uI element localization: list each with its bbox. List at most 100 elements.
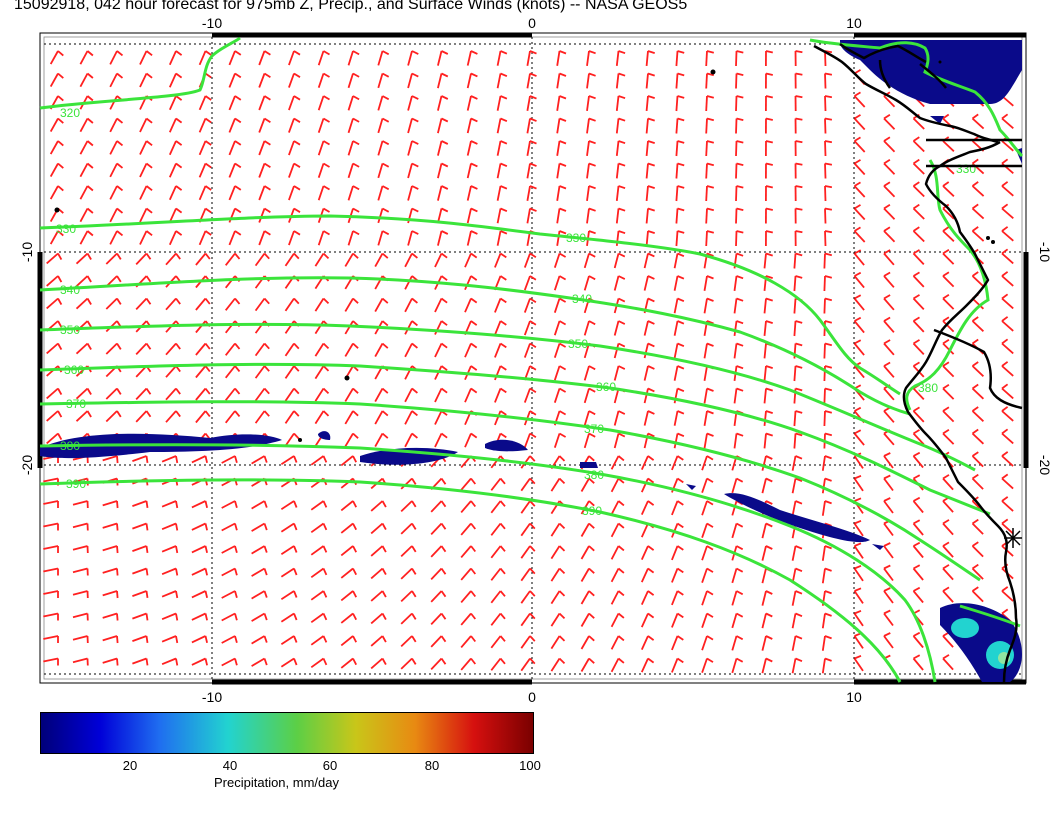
wind-barb-flag: [293, 252, 300, 260]
colorbar-tick-label: 60: [322, 758, 338, 773]
wind-barb: [610, 455, 620, 470]
wind-barb: [526, 185, 531, 201]
wind-barb: [139, 140, 148, 155]
wind-barb-flag: [116, 523, 119, 531]
wind-barb-flag: [765, 590, 773, 595]
wind-barb: [883, 432, 895, 446]
wind-barb: [254, 365, 266, 379]
wind-barb-flag: [352, 230, 360, 236]
wind-barb: [251, 522, 265, 532]
wind-barb-flag: [500, 50, 508, 55]
wind-barb-flag: [795, 410, 803, 414]
wind-barb: [586, 185, 590, 202]
wind-barb-flag: [234, 387, 241, 395]
wind-barb-flag: [529, 72, 537, 77]
contour-label: 370: [66, 397, 86, 411]
wind-barb: [490, 657, 502, 671]
wind-barb: [314, 388, 325, 402]
wind-barb: [883, 410, 895, 423]
wind-barb: [701, 455, 708, 471]
wind-barb-flag: [529, 410, 537, 416]
axis-labels: -10 0 10 -10 0 10 -10 -20 -10 -20: [19, 15, 1053, 705]
wind-barb-flag: [883, 181, 891, 187]
wind-barb: [105, 252, 118, 265]
wind-barb: [105, 297, 118, 310]
wind-barb-flag: [559, 72, 567, 77]
wind-barb-flag: [677, 95, 685, 99]
wind-barb-flag: [647, 477, 655, 484]
wind-barb-flag: [323, 207, 330, 213]
precip-area: [872, 544, 884, 550]
wind-barb: [703, 298, 708, 314]
wind-barb: [791, 590, 797, 606]
wind-barb: [407, 118, 413, 134]
wind-barb: [344, 433, 354, 447]
wind-barb: [460, 635, 472, 648]
wind-barb-flag: [293, 297, 300, 305]
contour-370: [39, 400, 981, 582]
wind-barb: [168, 118, 177, 133]
wind-barb-flag: [854, 497, 862, 502]
wind-barb: [377, 230, 384, 246]
wind-barb: [912, 432, 925, 446]
wind-barb-flag: [175, 613, 179, 621]
wind-barb-flag: [942, 248, 950, 255]
wind-barb-flag: [736, 657, 744, 663]
wind-barb-flag: [795, 275, 803, 279]
wind-barb-flag: [617, 477, 625, 484]
wind-barb-flag: [204, 72, 212, 79]
wind-barb-flag: [912, 136, 920, 142]
wind-barb: [191, 657, 206, 666]
wind-barb: [434, 388, 443, 403]
wind-barb-flag: [559, 297, 567, 303]
wind-barb-flag: [411, 140, 419, 145]
wind-barb: [1001, 500, 1014, 512]
wind-barb: [824, 230, 827, 247]
contour-label: 370: [584, 422, 604, 436]
wind-barb-flag: [588, 545, 595, 552]
wind-barb-flag: [263, 387, 270, 395]
wind-barb: [310, 500, 325, 511]
wind-barb-flag: [912, 203, 920, 210]
wind-barb: [434, 410, 443, 425]
wind-barb-flag: [116, 568, 119, 576]
wind-barb: [1001, 207, 1014, 219]
right-tick-label: -10: [1037, 242, 1053, 262]
wind-barb-flag: [618, 342, 626, 348]
wind-barb: [314, 298, 325, 312]
wind-barb-flag: [86, 185, 94, 192]
wind-barb-flag: [234, 117, 242, 124]
wind-barb: [496, 50, 502, 66]
wind-barb: [139, 73, 148, 88]
wind-barb-flag: [145, 252, 152, 260]
wind-barb-flag: [971, 563, 979, 570]
wind-barb: [823, 275, 826, 292]
wind-barb-flag: [352, 410, 359, 417]
wind-barb-flag: [854, 609, 862, 615]
wind-barb: [645, 118, 649, 134]
contour-label: 380: [60, 439, 80, 453]
wind-barb-flag: [500, 185, 508, 190]
wind-barb: [496, 163, 502, 179]
wind-barb: [912, 410, 925, 423]
wind-barb: [673, 433, 679, 449]
wind-barb: [613, 253, 620, 269]
wind-barb-flag: [677, 432, 685, 438]
wind-barb-flag: [854, 294, 862, 300]
wind-barb: [853, 522, 864, 537]
wind-barb-flag: [618, 207, 626, 212]
wind-barb-flag: [971, 406, 979, 412]
wind-barb: [191, 545, 206, 554]
wind-barb-flag: [824, 567, 832, 572]
wind-barb-flag: [647, 545, 655, 551]
wind-barb-flag: [618, 275, 626, 280]
wind-barb: [198, 118, 207, 133]
wind-barb-flag: [529, 207, 537, 212]
wind-barb: [640, 568, 649, 583]
wind-barb: [314, 253, 325, 267]
wind-barb-flag: [470, 567, 477, 575]
wind-barb: [168, 50, 177, 66]
frame-thick-segments: [37, 32, 1029, 685]
wind-barb: [580, 568, 590, 582]
wind-barb: [72, 567, 88, 574]
